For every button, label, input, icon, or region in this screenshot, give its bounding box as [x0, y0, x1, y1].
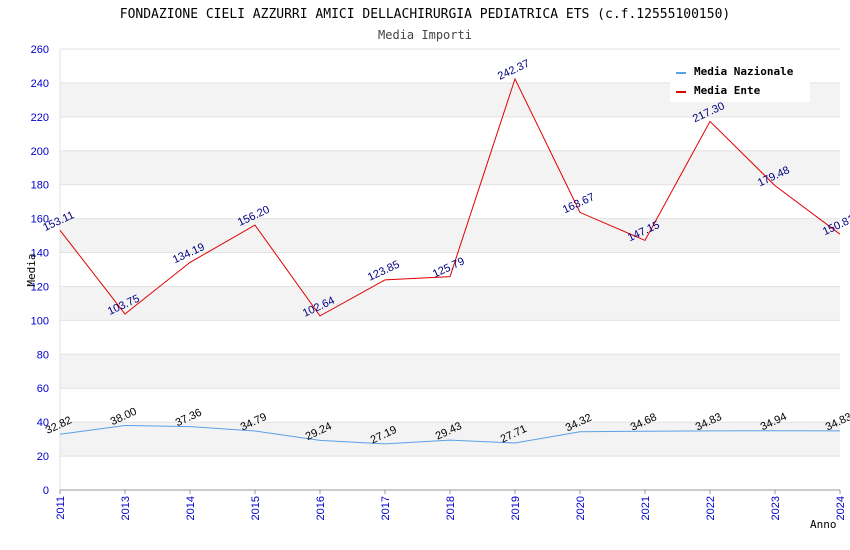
grid-band [60, 252, 840, 287]
grid-band [60, 184, 840, 219]
y-tick-label: 40 [37, 417, 49, 429]
legend: Media Nazionale Media Ente [670, 60, 810, 102]
grid-band [60, 354, 840, 389]
x-tick-label: 2023 [770, 496, 782, 520]
grid-band [60, 218, 840, 253]
series-line-media-ente [59, 77, 841, 317]
x-tick-label: 2019 [510, 496, 522, 520]
y-axis-label: Media [25, 253, 38, 286]
y-tick-label: 160 [31, 214, 49, 226]
y-tick-label: 120 [31, 281, 49, 293]
x-tick-label: 2017 [380, 496, 392, 520]
y-tick-label: 20 [37, 451, 49, 463]
grid-band [60, 320, 840, 355]
grid-band [60, 286, 840, 321]
chart-subtitle: Media Importi [378, 28, 472, 42]
y-tick-label: 220 [31, 112, 49, 124]
y-tick-label: 260 [31, 44, 49, 56]
x-tick-label: 2015 [250, 496, 262, 520]
grid-band [60, 116, 840, 151]
y-tick-label: 80 [37, 349, 49, 361]
y-tick-label: 100 [31, 315, 49, 327]
x-tick-label: 2013 [120, 496, 132, 520]
y-tick-label: 0 [43, 485, 49, 497]
series-line-media-nazionale [59, 424, 841, 445]
legend-background [670, 60, 810, 102]
x-axis-ticks: 2011 2013 2014 2015 2016 2017 2018 2019 2020 2021… [55, 490, 847, 520]
y-tick-label: 200 [31, 146, 49, 158]
x-axis-label: Anno [810, 518, 837, 531]
y-tick-label: 60 [37, 383, 49, 395]
x-tick-label: 2021 [640, 496, 652, 520]
x-tick-label: 2022 [705, 496, 717, 520]
grid-band [60, 422, 840, 457]
y-tick-label: 240 [31, 78, 49, 90]
x-tick-label: 2014 [185, 496, 197, 520]
series-lines [59, 77, 841, 445]
legend-label-naz: Media Nazionale [694, 65, 794, 78]
x-tick-label: 2018 [445, 496, 457, 520]
x-tick-label: 2011 [55, 496, 67, 520]
y-tick-label: 140 [31, 248, 49, 260]
legend-label-ente: Media Ente [694, 84, 761, 97]
x-tick-label: 2016 [315, 496, 327, 520]
y-tick-label: 180 [31, 180, 49, 192]
grid-band [60, 456, 840, 490]
grid-band [60, 150, 840, 185]
x-tick-label: 2024 [835, 496, 847, 520]
x-tick-label: 2020 [575, 496, 587, 520]
grid-band [60, 388, 840, 423]
chart-title: FONDAZIONE CIELI AZZURRI AMICI DELLACHIR… [120, 7, 730, 22]
y-axis-ticks: 0 20 40 60 80 100 120 140 160 180 200 220 240 260 [31, 44, 49, 497]
